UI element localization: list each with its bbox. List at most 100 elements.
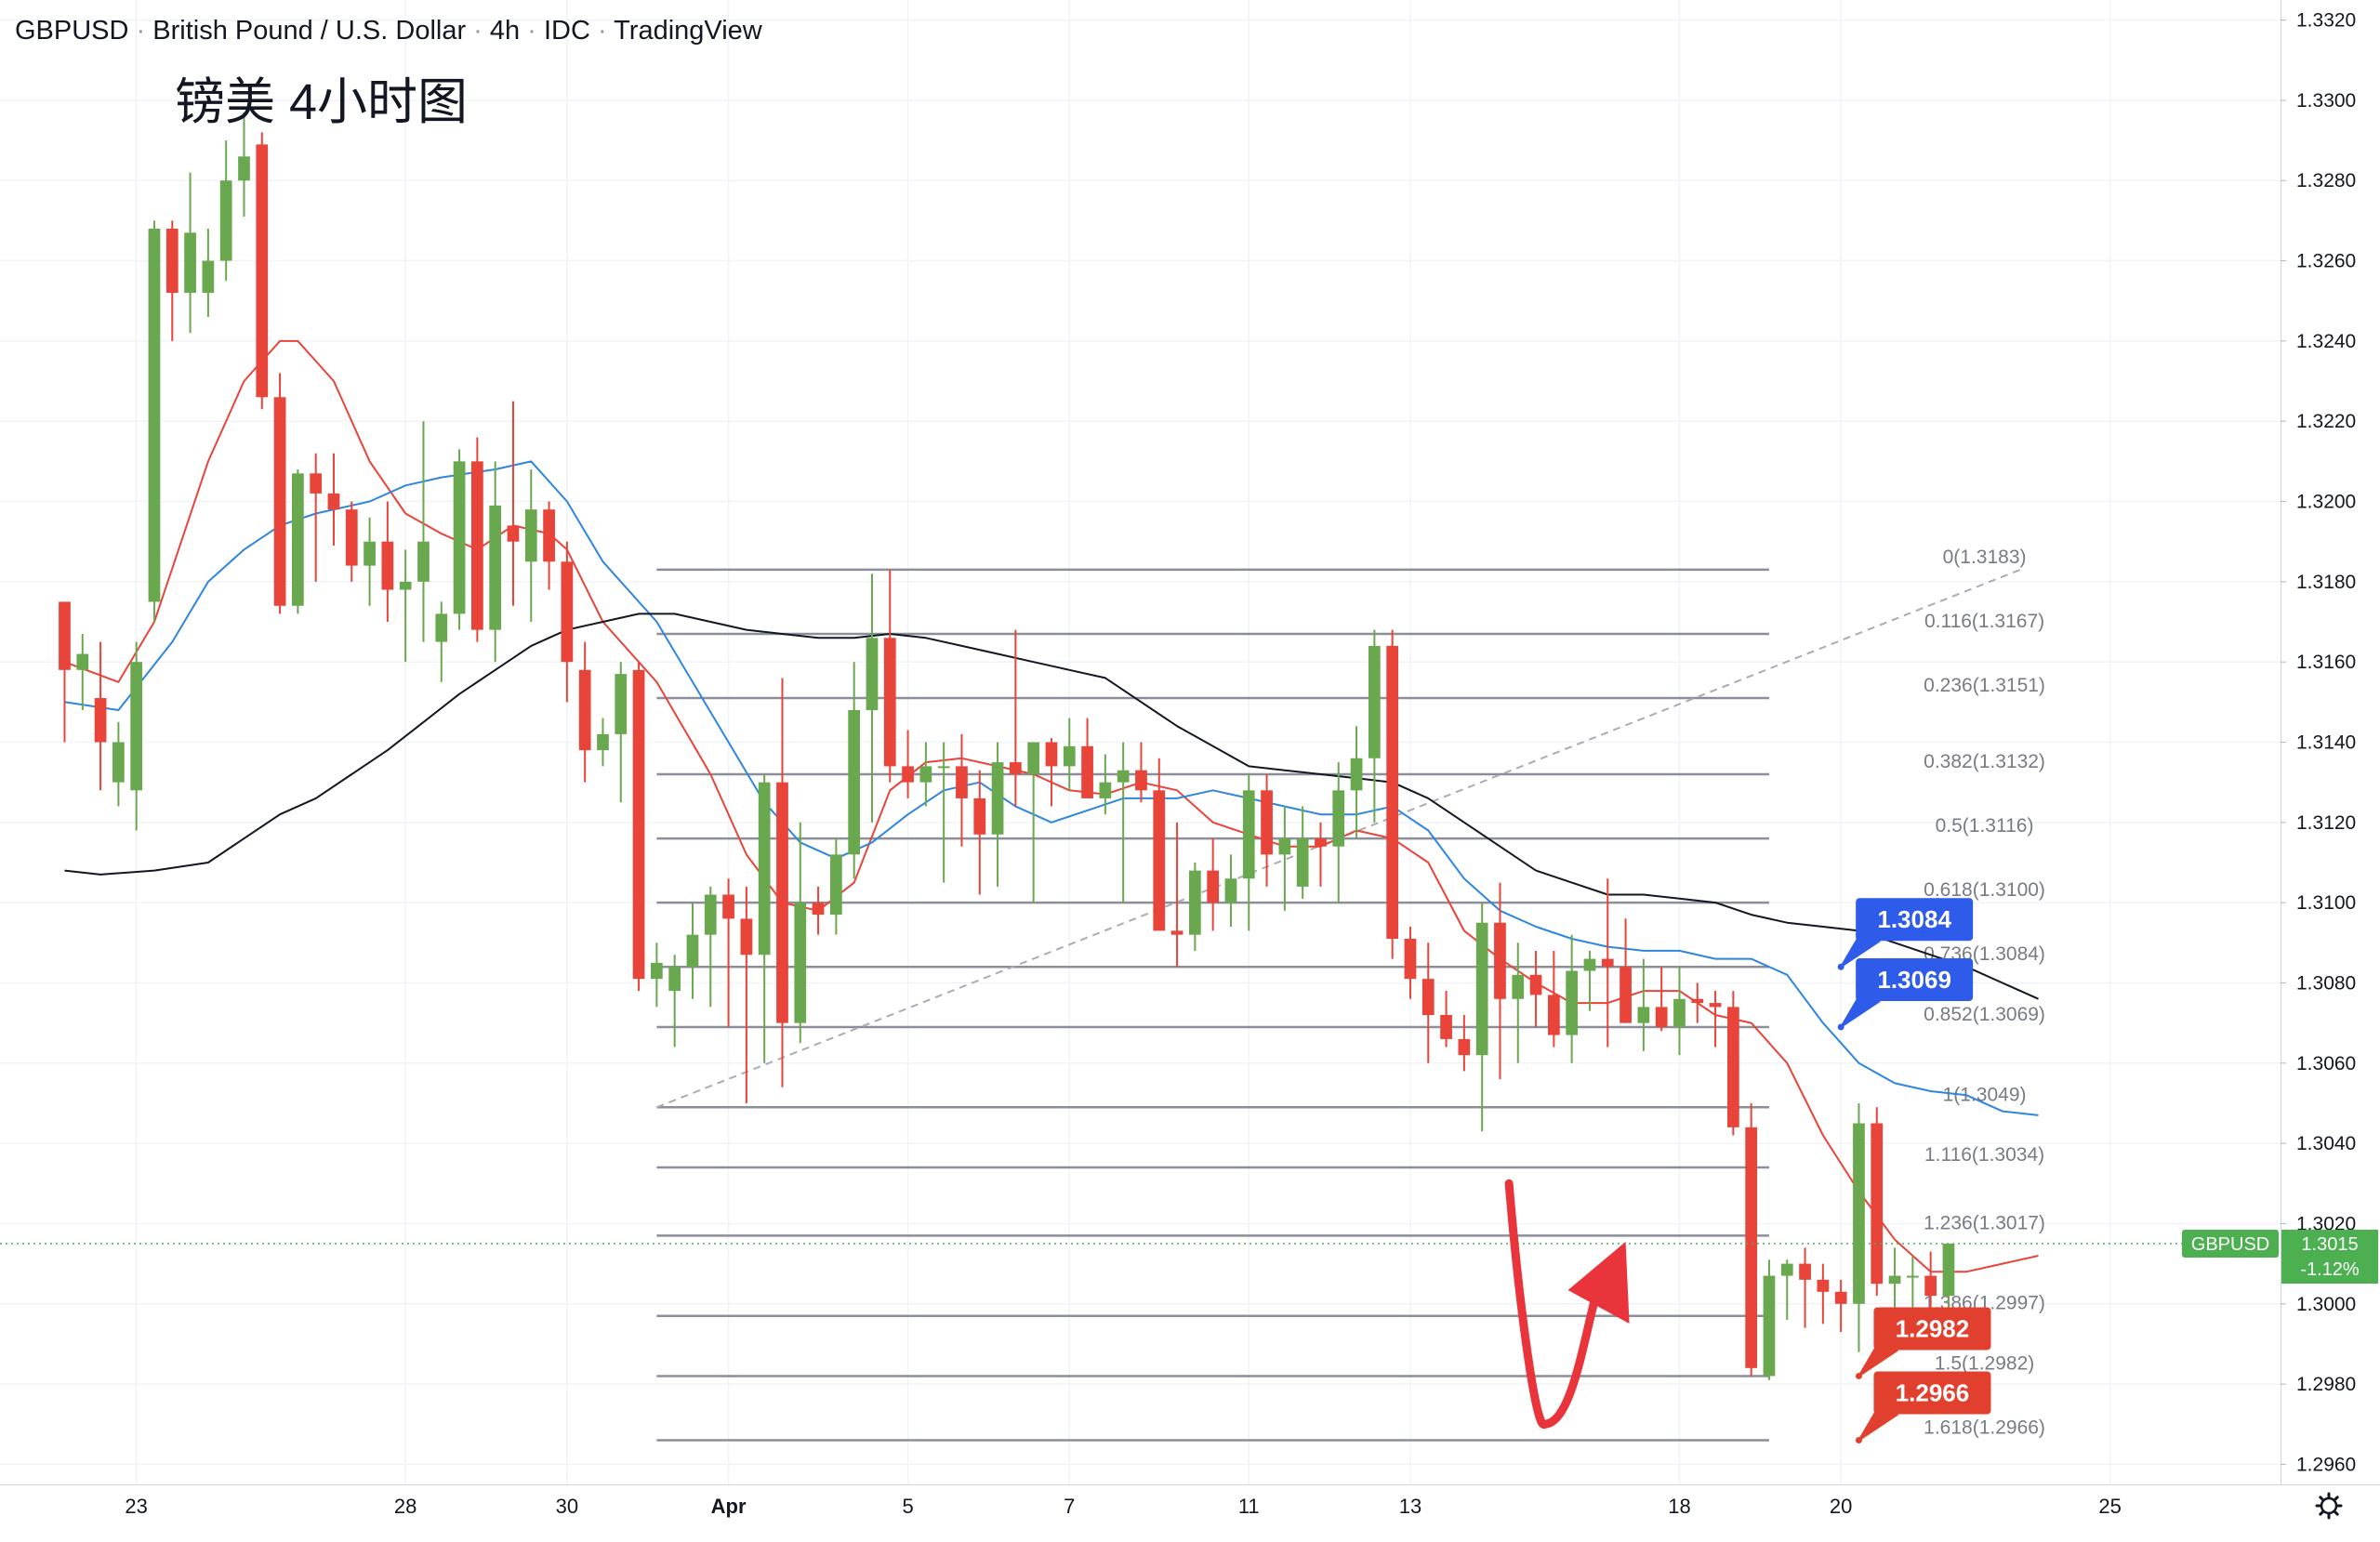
candle	[165, 220, 178, 341]
candle-body	[1566, 970, 1579, 1035]
candle-body	[812, 903, 825, 916]
candle-body	[561, 561, 574, 663]
price-tick-label: 1.3220	[2296, 411, 2356, 432]
candle-body	[597, 733, 609, 751]
candle-body	[1421, 979, 1435, 1016]
candle-body	[1153, 790, 1166, 931]
fib-level-label: 0.618(1.3100)	[1924, 879, 2045, 901]
candle	[848, 662, 861, 879]
candle-body	[740, 918, 753, 956]
candle	[1081, 718, 1093, 798]
candle	[937, 742, 950, 883]
candle-body	[1135, 770, 1147, 791]
fib-level-label: 0.5(1.3116)	[1936, 815, 2034, 837]
settings-gear-icon[interactable]	[2315, 1492, 2343, 1520]
candle	[1207, 838, 1220, 931]
fib-level-label: 0.852(1.3069)	[1924, 1004, 2045, 1025]
candle-body	[937, 766, 950, 769]
candle-body	[1888, 1275, 1901, 1285]
interval-label: 4h	[490, 16, 520, 46]
candle	[1529, 950, 1542, 1027]
candle-body	[1673, 998, 1686, 1027]
candles	[59, 112, 1955, 1380]
fib-level-label: 1.618(1.2966)	[1924, 1417, 2045, 1439]
candle-body	[1242, 790, 1255, 879]
candle-body	[1780, 1263, 1793, 1276]
candle-body	[1924, 1275, 1937, 1297]
candle-body	[1906, 1275, 1919, 1278]
candle-body	[1709, 1003, 1722, 1008]
callout-box	[1856, 898, 1974, 942]
candle	[1224, 854, 1237, 928]
candle	[1045, 738, 1058, 807]
candle	[722, 878, 734, 1027]
price-callouts[interactable]: 1.3084 1.3069 1.2982 1.2966	[1837, 898, 1991, 1444]
candle	[292, 468, 304, 614]
candle	[1440, 991, 1452, 1048]
candle-body	[256, 144, 269, 398]
candle	[651, 942, 663, 1008]
candle-body	[632, 669, 645, 980]
candle-body	[1332, 790, 1345, 847]
callout-box	[1856, 957, 1974, 1001]
candle	[381, 501, 394, 623]
price-callout[interactable]: 1.3084	[1837, 898, 1974, 970]
callout-anchor-dot	[1855, 1437, 1862, 1444]
candle-body	[1350, 758, 1363, 791]
data-source: IDC	[544, 16, 590, 46]
candle	[435, 601, 448, 682]
callout-label: 1.2966	[1896, 1379, 1970, 1407]
current-price-badge: GBPUSD 1.3015 -1.12%	[2182, 1230, 2378, 1285]
candle-body	[973, 797, 986, 835]
candle-body	[1440, 1015, 1452, 1039]
forecast-arrow-shaft[interactable]	[1504, 1179, 1605, 1429]
candle-body	[1834, 1291, 1847, 1304]
candle	[1475, 903, 1488, 1132]
candle	[327, 453, 340, 547]
callout-label: 1.2982	[1896, 1314, 1970, 1342]
price-tick-label: 1.3000	[2296, 1294, 2356, 1315]
candle	[919, 742, 932, 807]
candle	[1817, 1263, 1830, 1325]
forecast-arrow[interactable]	[1504, 1179, 1630, 1429]
candle-body	[1386, 645, 1399, 939]
current-symbol-text: GBPUSD	[2191, 1234, 2269, 1255]
candle-body	[1763, 1275, 1776, 1377]
candle-body	[435, 613, 448, 642]
candle-body	[1207, 870, 1220, 903]
candle-body	[668, 967, 681, 992]
price-tick-label: 1.3020	[2296, 1213, 2356, 1234]
candle-body	[1063, 745, 1076, 767]
candle-body	[1278, 838, 1291, 855]
chart-header: GBPUSD · British Pound / U.S. Dollar · 4…	[15, 16, 763, 46]
callout-anchor-dot	[1837, 1023, 1844, 1031]
candle	[883, 569, 896, 783]
candle	[1583, 950, 1596, 1011]
candle-body	[543, 509, 555, 562]
time-axis[interactable]: 23 28 30 Apr 5 7 11 13 18 20 25	[0, 1484, 2380, 1537]
candle	[1494, 882, 1506, 1080]
candle-body	[578, 669, 591, 751]
candle-body	[1799, 1263, 1811, 1280]
candle-body	[1601, 958, 1614, 968]
price-callout[interactable]: 1.2966	[1855, 1371, 1991, 1444]
price-callout[interactable]: 1.2982	[1855, 1307, 1991, 1379]
date-tick-label: 30	[556, 1495, 578, 1518]
candle-body	[1117, 770, 1130, 783]
forecast-arrow-head[interactable]	[1567, 1242, 1630, 1325]
price-callout[interactable]: 1.3069	[1837, 957, 1974, 1031]
candle	[1458, 1015, 1471, 1072]
moving-average-line-2	[64, 460, 2039, 1116]
candle-body	[327, 493, 340, 510]
candle	[1117, 742, 1130, 903]
candle-body	[651, 962, 663, 980]
candle-body	[615, 674, 628, 734]
candle-body	[1620, 967, 1632, 1023]
candle-body	[1871, 1123, 1884, 1285]
candle-body	[59, 601, 71, 670]
callout-anchor-dot	[1837, 963, 1844, 970]
candle-body	[1368, 645, 1381, 758]
price-tick-label: 1.3300	[2296, 90, 2356, 112]
